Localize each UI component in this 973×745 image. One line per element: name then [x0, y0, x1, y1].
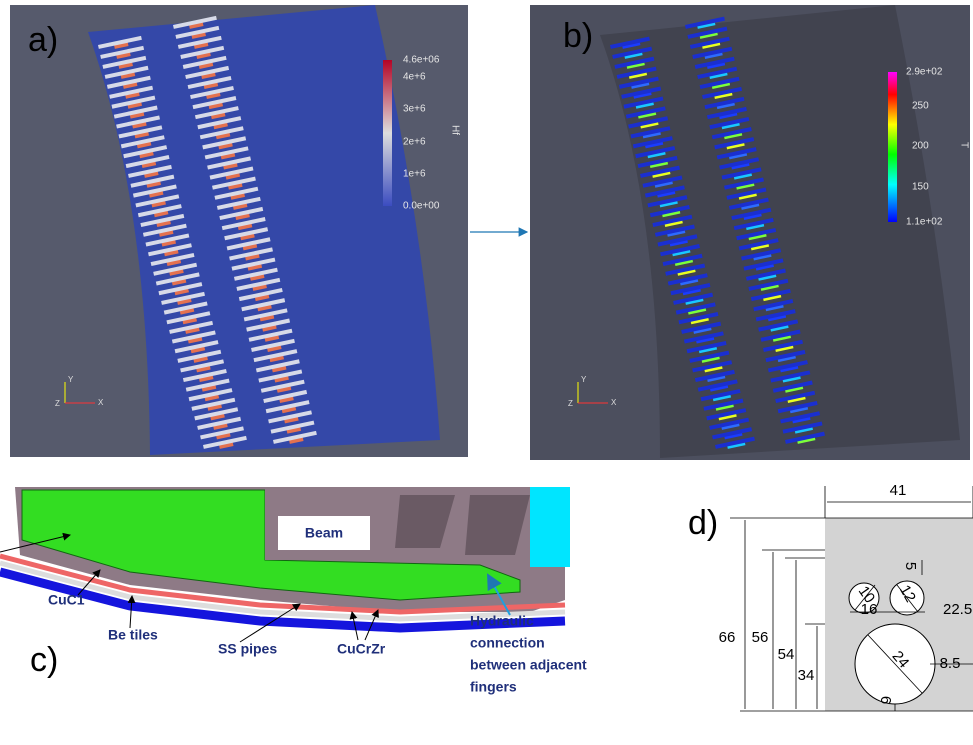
dimension: 8.5: [940, 655, 961, 672]
colorbar-tick: 250: [912, 101, 929, 112]
callout: Hydraulic: [470, 613, 534, 629]
axis-label: Z: [55, 399, 60, 408]
callout: CuCrZr: [337, 641, 386, 657]
callout: connection: [470, 635, 545, 651]
callout: Be tiles: [108, 627, 158, 643]
colorbar-tick: 4e+6: [403, 72, 426, 83]
colorbar-tick: 1.1e+02: [906, 217, 943, 228]
colorbar-tick: 1e+6: [403, 169, 426, 180]
dimension: 34: [798, 667, 815, 684]
callout: between adjacent: [470, 657, 587, 673]
colorbar-tick: 150: [912, 182, 929, 193]
panel-c: Beam CuC1 Be tiles SS pipes CuCrZr Hydra…: [0, 487, 587, 695]
axis-label: Y: [68, 375, 74, 384]
connector: [530, 487, 570, 567]
dimension: 41: [890, 482, 907, 499]
axis-label: Y: [581, 375, 587, 384]
colorbar-title: T: [958, 142, 969, 148]
colorbar-tick: 3e+6: [403, 104, 426, 115]
axis-label: X: [611, 398, 617, 407]
dimension: 22.5: [943, 601, 972, 618]
dimension: 5: [902, 562, 919, 570]
panel-label: c): [30, 641, 58, 679]
axis-label: X: [98, 398, 104, 407]
colorbar-tick: 2.9e+02: [906, 67, 943, 78]
dimension: 56: [752, 629, 769, 646]
callout: fingers: [470, 679, 517, 695]
colorbar: [888, 72, 897, 222]
colorbar: [383, 60, 392, 206]
colorbar-title: Hf: [449, 125, 460, 135]
panel-b: b) 2.9e+02 250 200 150 1.1e+02 T Y Z X: [530, 5, 970, 460]
colorbar-tick: 0.0e+00: [403, 201, 440, 212]
dimension: 16: [861, 601, 878, 618]
panel-label: d): [688, 504, 718, 542]
dimension: 54: [778, 646, 795, 663]
figure: a) 4.6e+06 4e+6 3e+6 2e+6 1e+6 0.0e+00 H…: [0, 0, 973, 745]
panel-label: a): [28, 21, 58, 59]
axis-label: Z: [568, 399, 573, 408]
dimension: 66: [719, 629, 736, 646]
panel-d: d) 41 5 10 12 16 22.5 66 56 54 34 24 8.5…: [688, 482, 973, 711]
colorbar-tick: 4.6e+06: [403, 55, 440, 66]
callout: SS pipes: [218, 641, 277, 657]
colorbar-tick: 2e+6: [403, 137, 426, 148]
label-beam: Beam: [305, 525, 343, 541]
colorbar-tick: 200: [912, 141, 929, 152]
dimension: 6: [877, 696, 894, 704]
panel-label: b): [563, 17, 593, 55]
panel-a: a) 4.6e+06 4e+6 3e+6 2e+6 1e+6 0.0e+00 H…: [10, 5, 468, 457]
